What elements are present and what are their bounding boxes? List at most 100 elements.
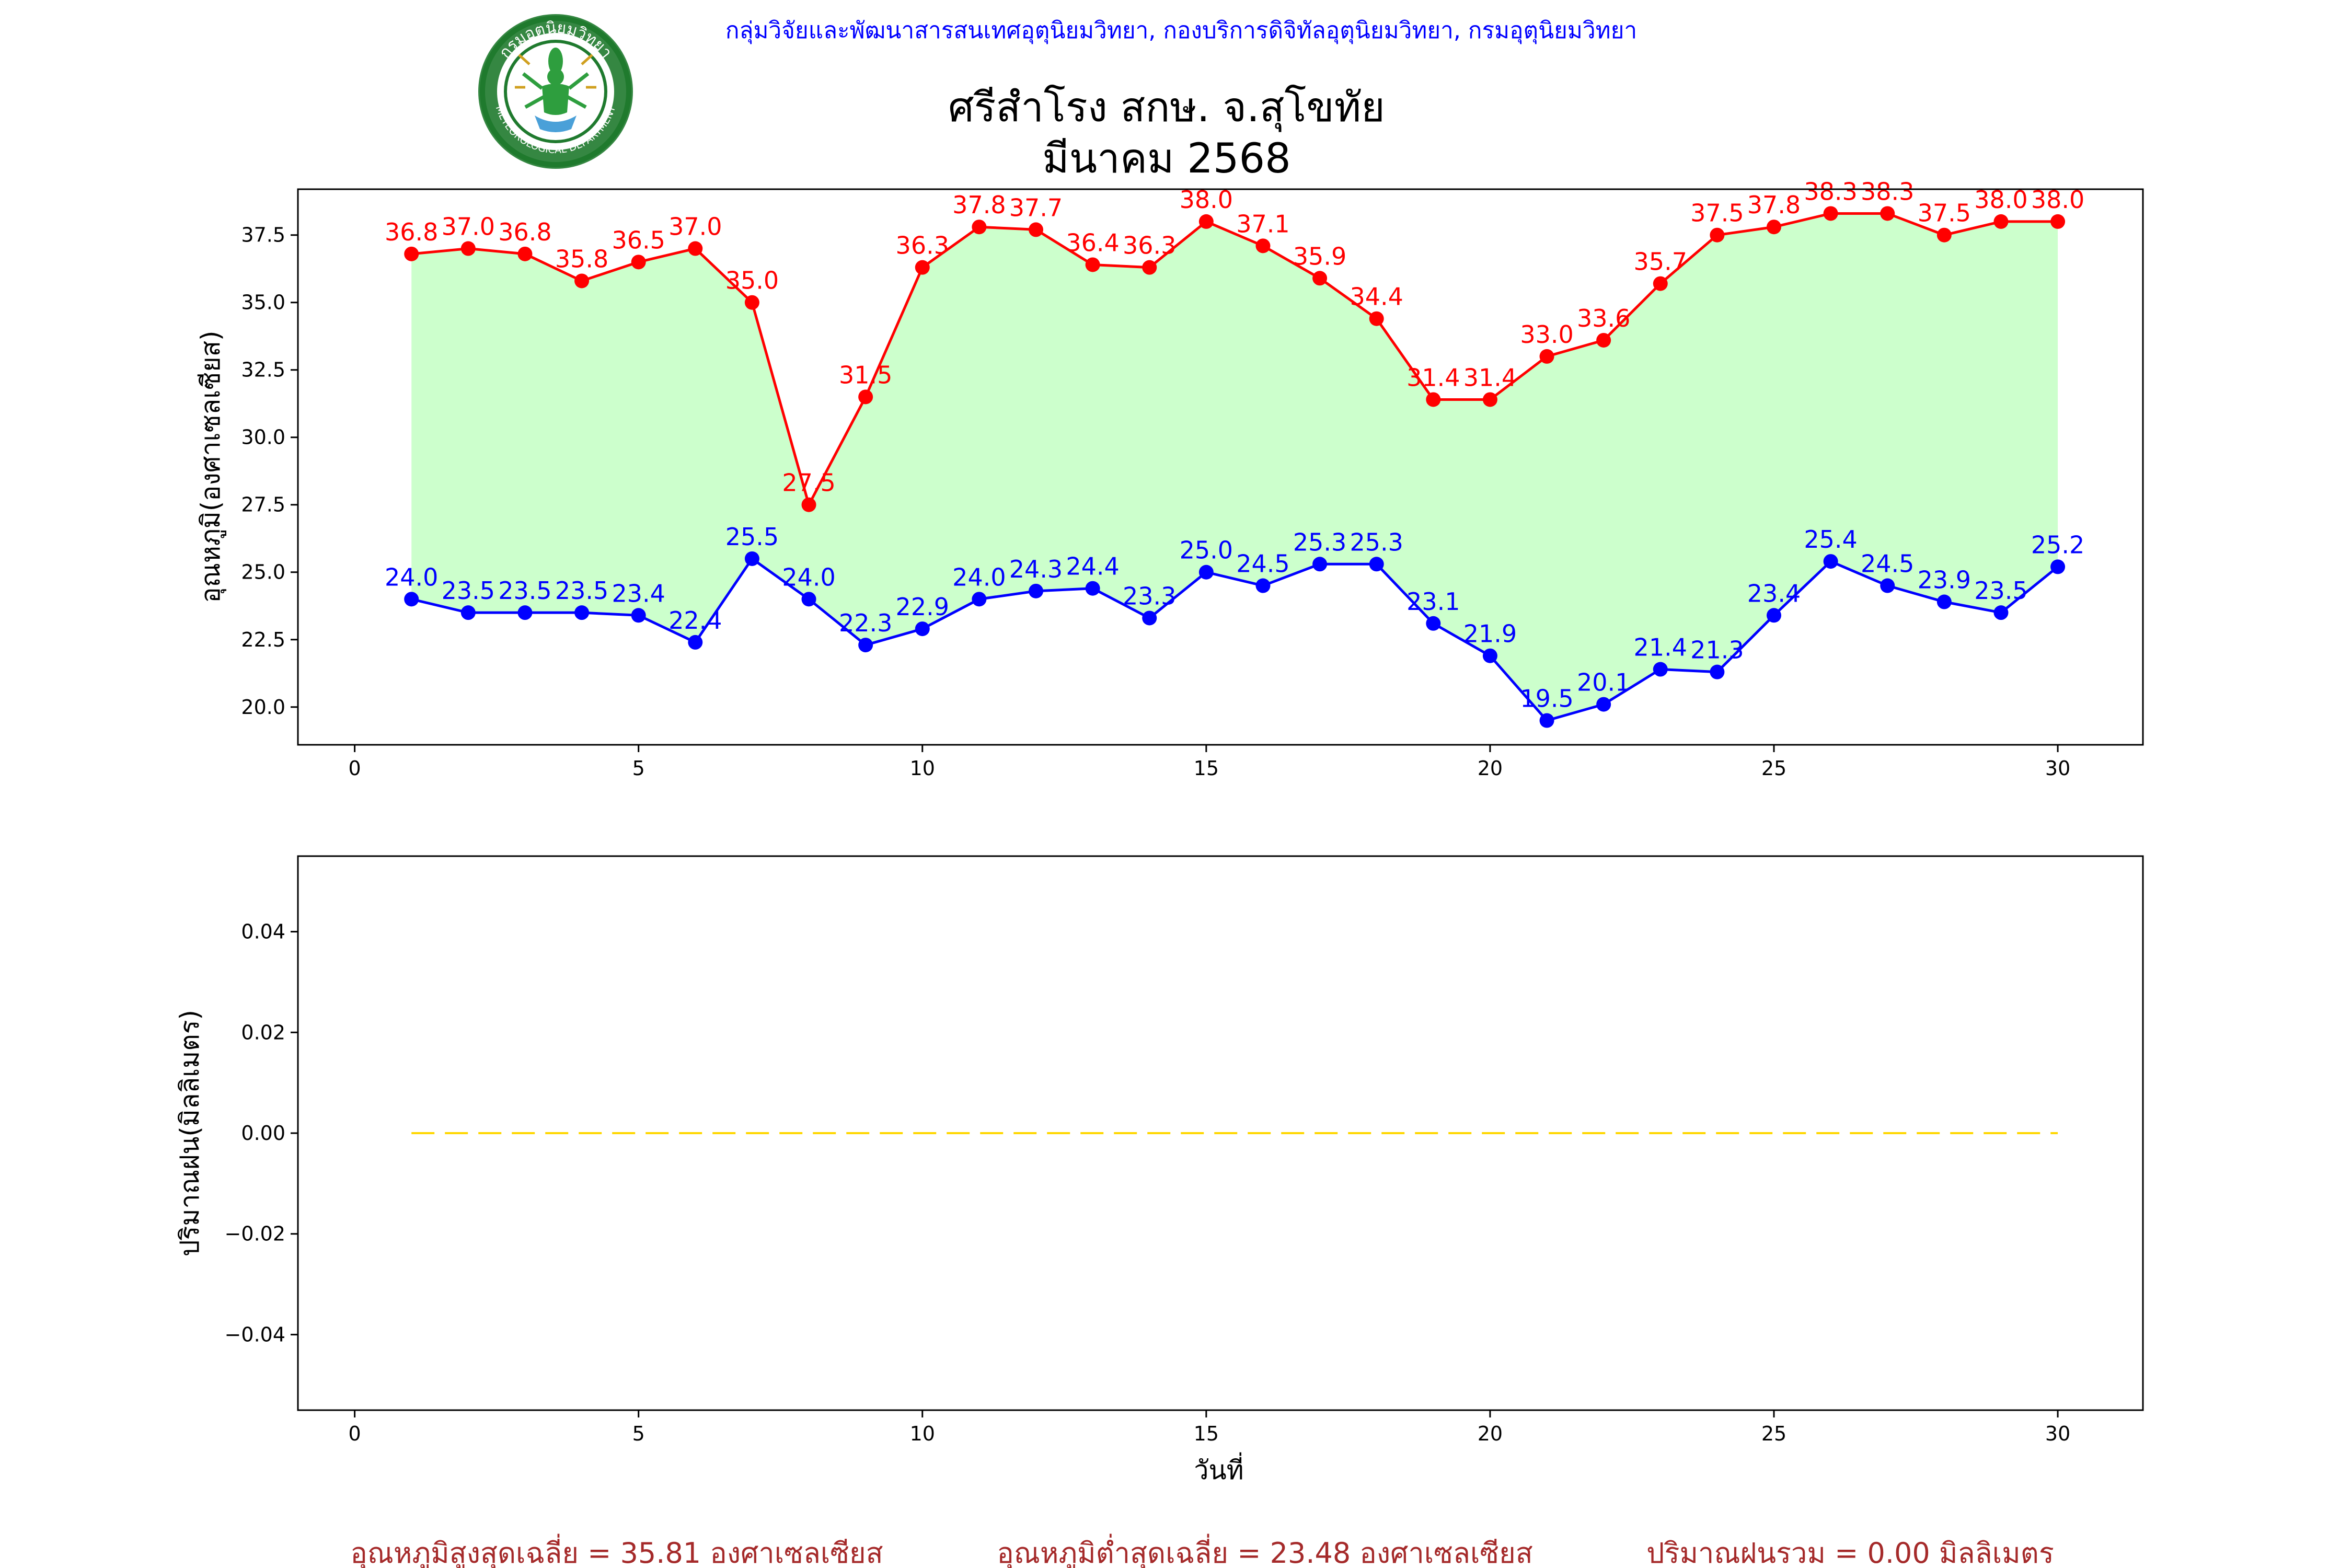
min-temperature-point	[1653, 662, 1668, 677]
max-temperature-point	[1369, 311, 1384, 326]
max-temperature-data-label: 37.0	[668, 213, 722, 241]
rainfall-x-tick-label: 10	[910, 1422, 935, 1445]
temperature-x-tick-label: 15	[1194, 757, 1219, 780]
min-temperature-point	[574, 605, 590, 620]
rainfall-chart: 0 5 10 15 20 25 30 −0.04 −0.02 0.00 0.02 0.04 ปริม…	[175, 855, 2144, 1485]
temperature-y-tick-label: 27.5	[241, 493, 285, 516]
max-temperature-data-label: 37.5	[1690, 199, 1744, 227]
min-temperature-point	[404, 592, 419, 607]
max-temperature-data-label: 35.8	[555, 245, 608, 273]
rainfall-x-axis-label: วันที่	[1194, 1452, 1243, 1485]
min-temperature-point	[2050, 559, 2066, 574]
temperature-x-tick-label: 10	[910, 757, 935, 780]
max-temperature-data-label: 33.6	[1577, 304, 1630, 332]
min-temperature-data-label: 23.9	[1918, 566, 1971, 594]
min-temperature-point	[972, 592, 987, 607]
min-temperature-point	[688, 635, 703, 650]
max-temperature-point	[574, 273, 590, 289]
max-temperature-point	[1936, 227, 1952, 243]
min-temperature-data-label: 21.3	[1690, 636, 1744, 664]
min-temperature-data-label: 23.3	[1123, 582, 1176, 610]
min-temperature-point	[1142, 610, 1157, 626]
temperature-range-fill	[411, 213, 2058, 721]
max-temperature-point	[1142, 260, 1157, 275]
min-temperature-data-label: 23.5	[555, 577, 608, 605]
max-temperature-line	[411, 212, 2058, 509]
rainfall-x-tick-label: 30	[2045, 1422, 2070, 1445]
max-temperature-data-label: 38.3	[1804, 177, 1857, 205]
max-temperature-data-label: 27.5	[782, 469, 835, 497]
max-temperature-point	[858, 389, 873, 405]
min-temperature-data-label: 22.3	[839, 609, 892, 637]
max-temperature-data-label: 36.3	[896, 232, 949, 260]
max-temperature-data-label: 31.4	[1406, 363, 1460, 391]
max-temperature-point	[1482, 392, 1497, 407]
rainfall-x-tick-label: 25	[1761, 1422, 1786, 1445]
rainfall-y-tick-label: −0.04	[225, 1323, 285, 1346]
max-temperature-data-label: 35.9	[1293, 242, 1346, 270]
min-temperature-point	[1369, 557, 1384, 572]
max-temperature-data-label: 36.8	[385, 218, 438, 246]
min-temperature-data-label: 25.3	[1350, 528, 1403, 556]
max-temperature-data-label: 36.5	[612, 226, 665, 254]
min-temperature-point	[1255, 578, 1271, 593]
min-temperature-point	[1710, 664, 1725, 679]
max-temperature-point	[1426, 392, 1441, 407]
min-temperature-data-label: 21.9	[1463, 620, 1517, 648]
max-temperature-point	[915, 260, 930, 275]
min-temperature-point	[1767, 608, 1781, 623]
temperature-y-tick-label: 20.0	[241, 696, 285, 719]
min-temperature-point	[1823, 554, 1838, 569]
rainfall-y-tick-label: 0.02	[241, 1021, 285, 1044]
min-temperature-point	[1936, 594, 1952, 609]
max-temperature-point	[801, 497, 816, 512]
max-temperature-point	[631, 255, 646, 270]
min-temperature-data-label: 24.5	[1236, 550, 1289, 578]
max-temperature-data-label: 37.1	[1236, 210, 1289, 238]
max-temperature-data-label: 34.4	[1350, 283, 1403, 311]
min-temperature-point	[915, 621, 930, 637]
min-temperature-data-label: 19.5	[1520, 685, 1573, 713]
chart-subtitle: มีนาคม 2568	[1042, 135, 1290, 182]
max-temperature-point	[460, 241, 476, 256]
min-temperature-data-label: 25.4	[1804, 525, 1857, 554]
min-temperature-point	[1539, 713, 1554, 728]
rainfall-x-tick-label: 15	[1194, 1422, 1219, 1445]
max-temperature-point	[972, 220, 987, 235]
min-temperature-point	[1596, 697, 1611, 712]
department-text: กลุ่มวิจัยและพัฒนาสารสนเทศอุตุนิยมวิทยา,…	[725, 17, 1637, 44]
rainfall-y-tick-label: −0.02	[225, 1223, 285, 1246]
max-temperature-data-label: 31.4	[1463, 363, 1517, 391]
min-temperature-point	[1993, 605, 2009, 620]
max-temperature-point	[1029, 222, 1043, 237]
max-temperature-data-label: 36.3	[1123, 232, 1176, 260]
max-temperature-point	[1085, 257, 1100, 272]
min-temperature-point	[1312, 557, 1328, 572]
rainfall-x-tick-label: 0	[349, 1422, 361, 1445]
min-temperature-point	[517, 605, 533, 620]
temperature-x-tick-label: 20	[1478, 757, 1503, 780]
min-temperature-line	[411, 557, 2059, 722]
max-temperature-point	[744, 295, 759, 310]
max-temperature-data-label: 38.0	[1180, 186, 1233, 214]
min-temperature-data-label: 23.5	[442, 577, 495, 605]
max-temperature-data-label: 35.0	[725, 267, 779, 295]
max-temperature-data-label: 31.5	[839, 361, 892, 389]
max-temperature-point	[1767, 220, 1781, 235]
min-temperature-data-label: 24.0	[952, 563, 1006, 591]
min-temperature-point	[1880, 578, 1895, 593]
max-temperature-point	[1823, 206, 1838, 221]
max-temperature-point	[688, 241, 703, 256]
max-temperature-data-label: 36.8	[498, 218, 551, 246]
min-temperature-data-label: 24.4	[1066, 552, 1119, 581]
max-temperature-point	[1539, 349, 1554, 364]
min-temperature-point	[1085, 581, 1100, 596]
min-temperature-data-label: 23.5	[1974, 577, 2027, 605]
footer-avg-min: อุณหภูมิต่ำสุดเฉลี่ย = 23.48 องศาเซลเซีย…	[997, 1534, 1532, 1568]
rainfall-x-tick-label: 5	[632, 1422, 645, 1445]
temperature-plot-frame	[297, 188, 2144, 746]
min-temperature-data-label: 23.4	[612, 579, 665, 607]
temperature-y-tick-label: 32.5	[241, 359, 285, 382]
max-temperature-data-label: 37.5	[1918, 199, 1971, 227]
